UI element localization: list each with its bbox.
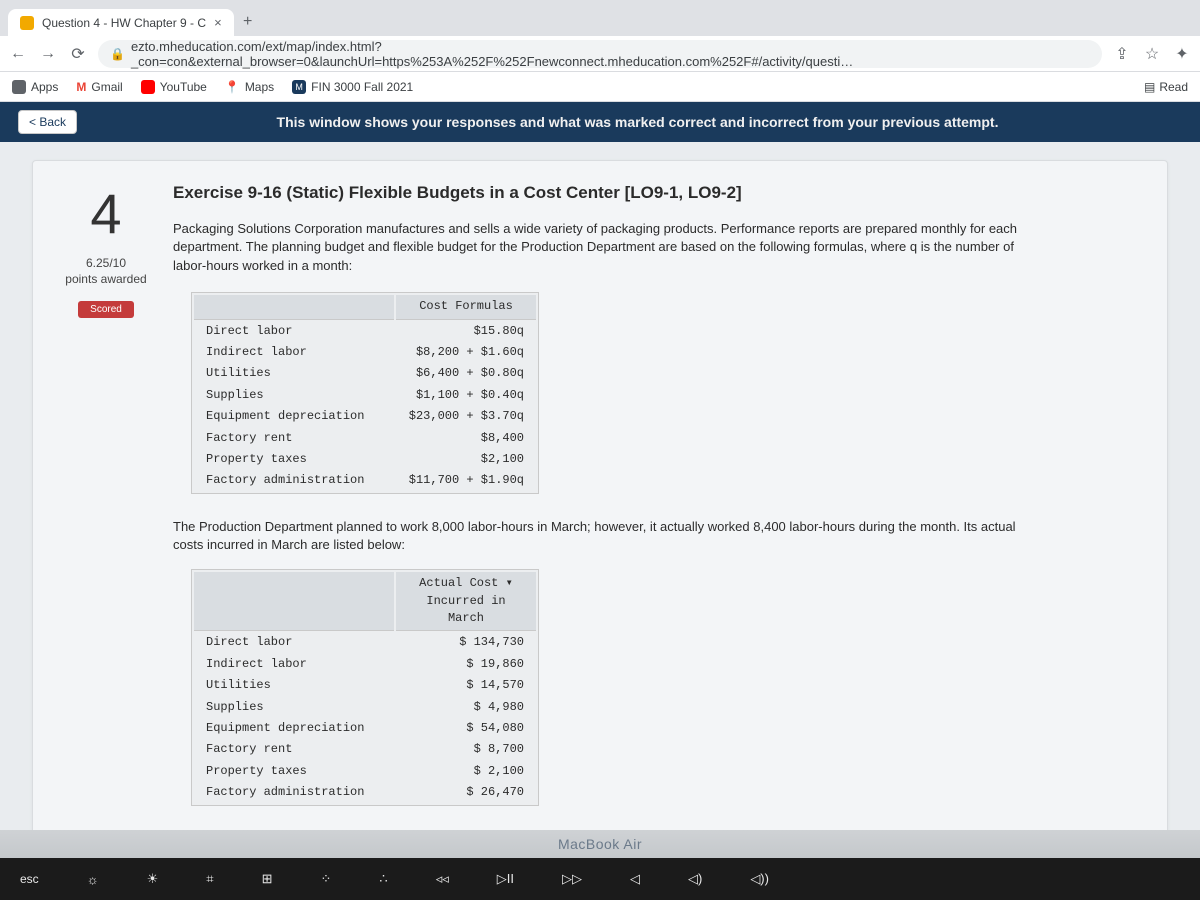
- table-row: Factory rent$8,400: [194, 429, 536, 448]
- address-bar: ← → ⟳ 🔒 ezto.mheducation.com/ext/map/ind…: [0, 36, 1200, 72]
- volume-up-key[interactable]: ◁)): [750, 871, 769, 887]
- question-sidebar: 4 6.25/10 points awarded Scored: [61, 181, 151, 872]
- volume-down-key[interactable]: ◁): [688, 871, 702, 887]
- scored-chip[interactable]: Scored: [78, 301, 134, 318]
- table-row: Equipment depreciation$23,000 + $3.70q: [194, 407, 536, 426]
- table-row: Indirect labor$8,200 + $1.60q: [194, 343, 536, 362]
- macbook-label: MacBook Air: [0, 830, 1200, 858]
- actuals-header: Actual Cost ▾ Incurred in March: [396, 572, 536, 631]
- table-row: Property taxes$2,100: [194, 450, 536, 469]
- rewind-key[interactable]: ◃◃: [436, 871, 449, 887]
- maps-icon: 📍: [225, 80, 240, 94]
- share-icon[interactable]: ⇪: [1112, 44, 1132, 64]
- bookmark-fin[interactable]: MFIN 3000 Fall 2021: [292, 80, 413, 94]
- url-text: ezto.mheducation.com/ext/map/index.html?…: [131, 39, 1090, 69]
- question-card: 4 6.25/10 points awarded Scored Exercise…: [32, 160, 1168, 872]
- brightness-up-key[interactable]: ☀: [147, 871, 159, 887]
- extension-icon[interactable]: ✦: [1172, 44, 1192, 64]
- mission-control-key[interactable]: ⌗: [206, 871, 213, 887]
- back-icon[interactable]: ←: [8, 45, 28, 63]
- table-row: Direct labor$ 134,730: [194, 633, 536, 652]
- exercise-title: Exercise 9-16 (Static) Flexible Budgets …: [173, 181, 1139, 206]
- forward-key[interactable]: ▷▷: [562, 871, 582, 887]
- exercise-paragraph-2: The Production Department planned to wor…: [173, 518, 1033, 556]
- star-icon[interactable]: ☆: [1142, 44, 1162, 64]
- formulas-header: Cost Formulas: [396, 295, 536, 319]
- new-tab-button[interactable]: +: [234, 8, 262, 36]
- url-field[interactable]: 🔒 ezto.mheducation.com/ext/map/index.htm…: [98, 40, 1102, 68]
- bookmark-gmail[interactable]: MGmail: [76, 80, 122, 94]
- table-row: Factory rent$ 8,700: [194, 740, 536, 759]
- question-body: Exercise 9-16 (Static) Flexible Budgets …: [173, 181, 1139, 872]
- table-row: Factory administration$11,700 + $1.90q: [194, 471, 536, 490]
- browser-tab[interactable]: Question 4 - HW Chapter 9 - C ×: [8, 9, 234, 36]
- content-area: 4 6.25/10 points awarded Scored Exercise…: [0, 142, 1200, 872]
- bookmark-apps[interactable]: Apps: [12, 80, 58, 94]
- exercise-intro: Packaging Solutions Corporation manufact…: [173, 220, 1033, 277]
- table-row: Supplies$ 4,980: [194, 698, 536, 717]
- launchpad-key[interactable]: ⊞: [262, 871, 273, 887]
- table-row: Direct labor$15.80q: [194, 322, 536, 341]
- table-row: Factory administration$ 26,470: [194, 783, 536, 802]
- table-row: Supplies$1,100 + $0.40q: [194, 386, 536, 405]
- bookmark-maps[interactable]: 📍Maps: [225, 80, 274, 94]
- reload-icon[interactable]: ⟳: [68, 44, 88, 64]
- reading-list[interactable]: ▤Read: [1144, 80, 1188, 94]
- attempt-message: This window shows your responses and wha…: [93, 114, 1182, 130]
- keyboard-light-down-key[interactable]: ⁘: [321, 871, 332, 887]
- play-pause-key[interactable]: ▷II: [497, 871, 514, 887]
- reading-icon: ▤: [1144, 80, 1155, 94]
- cost-formulas-table: Cost Formulas Direct labor$15.80q Indire…: [191, 292, 539, 494]
- table-row: Utilities$6,400 + $0.80q: [194, 364, 536, 383]
- tab-favicon: [20, 16, 34, 30]
- close-tab-icon[interactable]: ×: [214, 15, 222, 30]
- question-number: 4: [90, 181, 121, 246]
- table-row: Utilities$ 14,570: [194, 676, 536, 695]
- lock-icon: 🔒: [110, 47, 125, 61]
- bookmarks-bar: Apps MGmail YouTube 📍Maps MFIN 3000 Fall…: [0, 72, 1200, 102]
- brightness-down-key[interactable]: ☼: [87, 872, 99, 887]
- esc-key[interactable]: esc: [20, 872, 39, 886]
- keyboard-light-up-key[interactable]: ∴: [379, 871, 387, 887]
- actual-costs-table: Actual Cost ▾ Incurred in March Direct l…: [191, 569, 539, 805]
- browser-tab-bar: Question 4 - HW Chapter 9 - C × +: [0, 0, 1200, 36]
- question-score: 6.25/10 points awarded: [65, 256, 146, 287]
- table-row: Indirect labor$ 19,860: [194, 655, 536, 674]
- app-header: < Back This window shows your responses …: [0, 102, 1200, 142]
- forward-icon[interactable]: →: [38, 45, 58, 63]
- tab-title: Question 4 - HW Chapter 9 - C: [42, 16, 206, 30]
- table-row: Equipment depreciation$ 54,080: [194, 719, 536, 738]
- table-row: Property taxes$ 2,100: [194, 762, 536, 781]
- bookmark-youtube[interactable]: YouTube: [141, 80, 207, 94]
- keyboard-fn-row: esc ☼ ☀ ⌗ ⊞ ⁘ ∴ ◃◃ ▷II ▷▷ ◁ ◁) ◁)): [0, 858, 1200, 900]
- back-button[interactable]: < Back: [18, 110, 77, 134]
- mute-key[interactable]: ◁: [630, 871, 640, 887]
